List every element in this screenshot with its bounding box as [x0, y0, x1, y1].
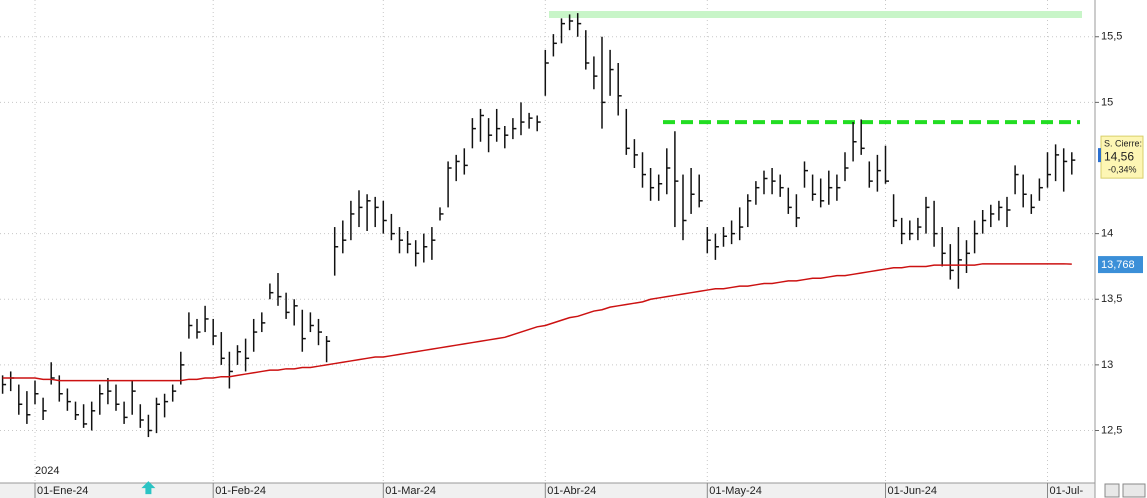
x-tick-label: 01-Ene-24 [37, 485, 88, 497]
y-tick-label: 14 [1101, 228, 1113, 240]
x-tick-label: 01-Abr-24 [547, 485, 596, 497]
close-tag-box [1100, 135, 1144, 179]
close-tag-title: S. Cierre: [1104, 139, 1142, 149]
levels [549, 10, 1082, 125]
close-tag-marker [1098, 148, 1101, 163]
y-tick-label: 15 [1101, 96, 1113, 108]
y-tick-label: 12,5 [1101, 424, 1122, 436]
y-tick-label: 13,5 [1101, 293, 1122, 305]
x-tick-label: 01-Jun-24 [888, 485, 938, 497]
close-tag-value: 14,56 [1104, 149, 1134, 163]
y-tick-label: 15,5 [1101, 31, 1122, 43]
scroll-button[interactable] [1122, 483, 1146, 498]
x-tick-label: 01-Jul- [1050, 485, 1084, 497]
x-tick-label: 01-Feb-24 [215, 485, 266, 497]
ma-tag-label: 13,768 [1101, 259, 1135, 271]
labels: 12,5 13 13,5 14 15 15,5 01-Ene-24 01-Feb-24 01-M… [34, 31, 1144, 498]
x-tick-label: 01-May-24 [709, 485, 762, 497]
zoom-button[interactable] [1104, 483, 1120, 498]
ma-tag-box [1098, 256, 1143, 274]
year-annotation: 2024 [35, 465, 59, 477]
y-tick-label: 13 [1101, 359, 1113, 371]
close-tag-change: -0,34% [1108, 165, 1137, 175]
x-tick-label: 01-Mar-24 [385, 485, 436, 497]
bars [1, 13, 1076, 495]
moving-average [2, 263, 1072, 382]
signal-arrow [141, 481, 156, 495]
x-axis-band [0, 483, 1095, 498]
